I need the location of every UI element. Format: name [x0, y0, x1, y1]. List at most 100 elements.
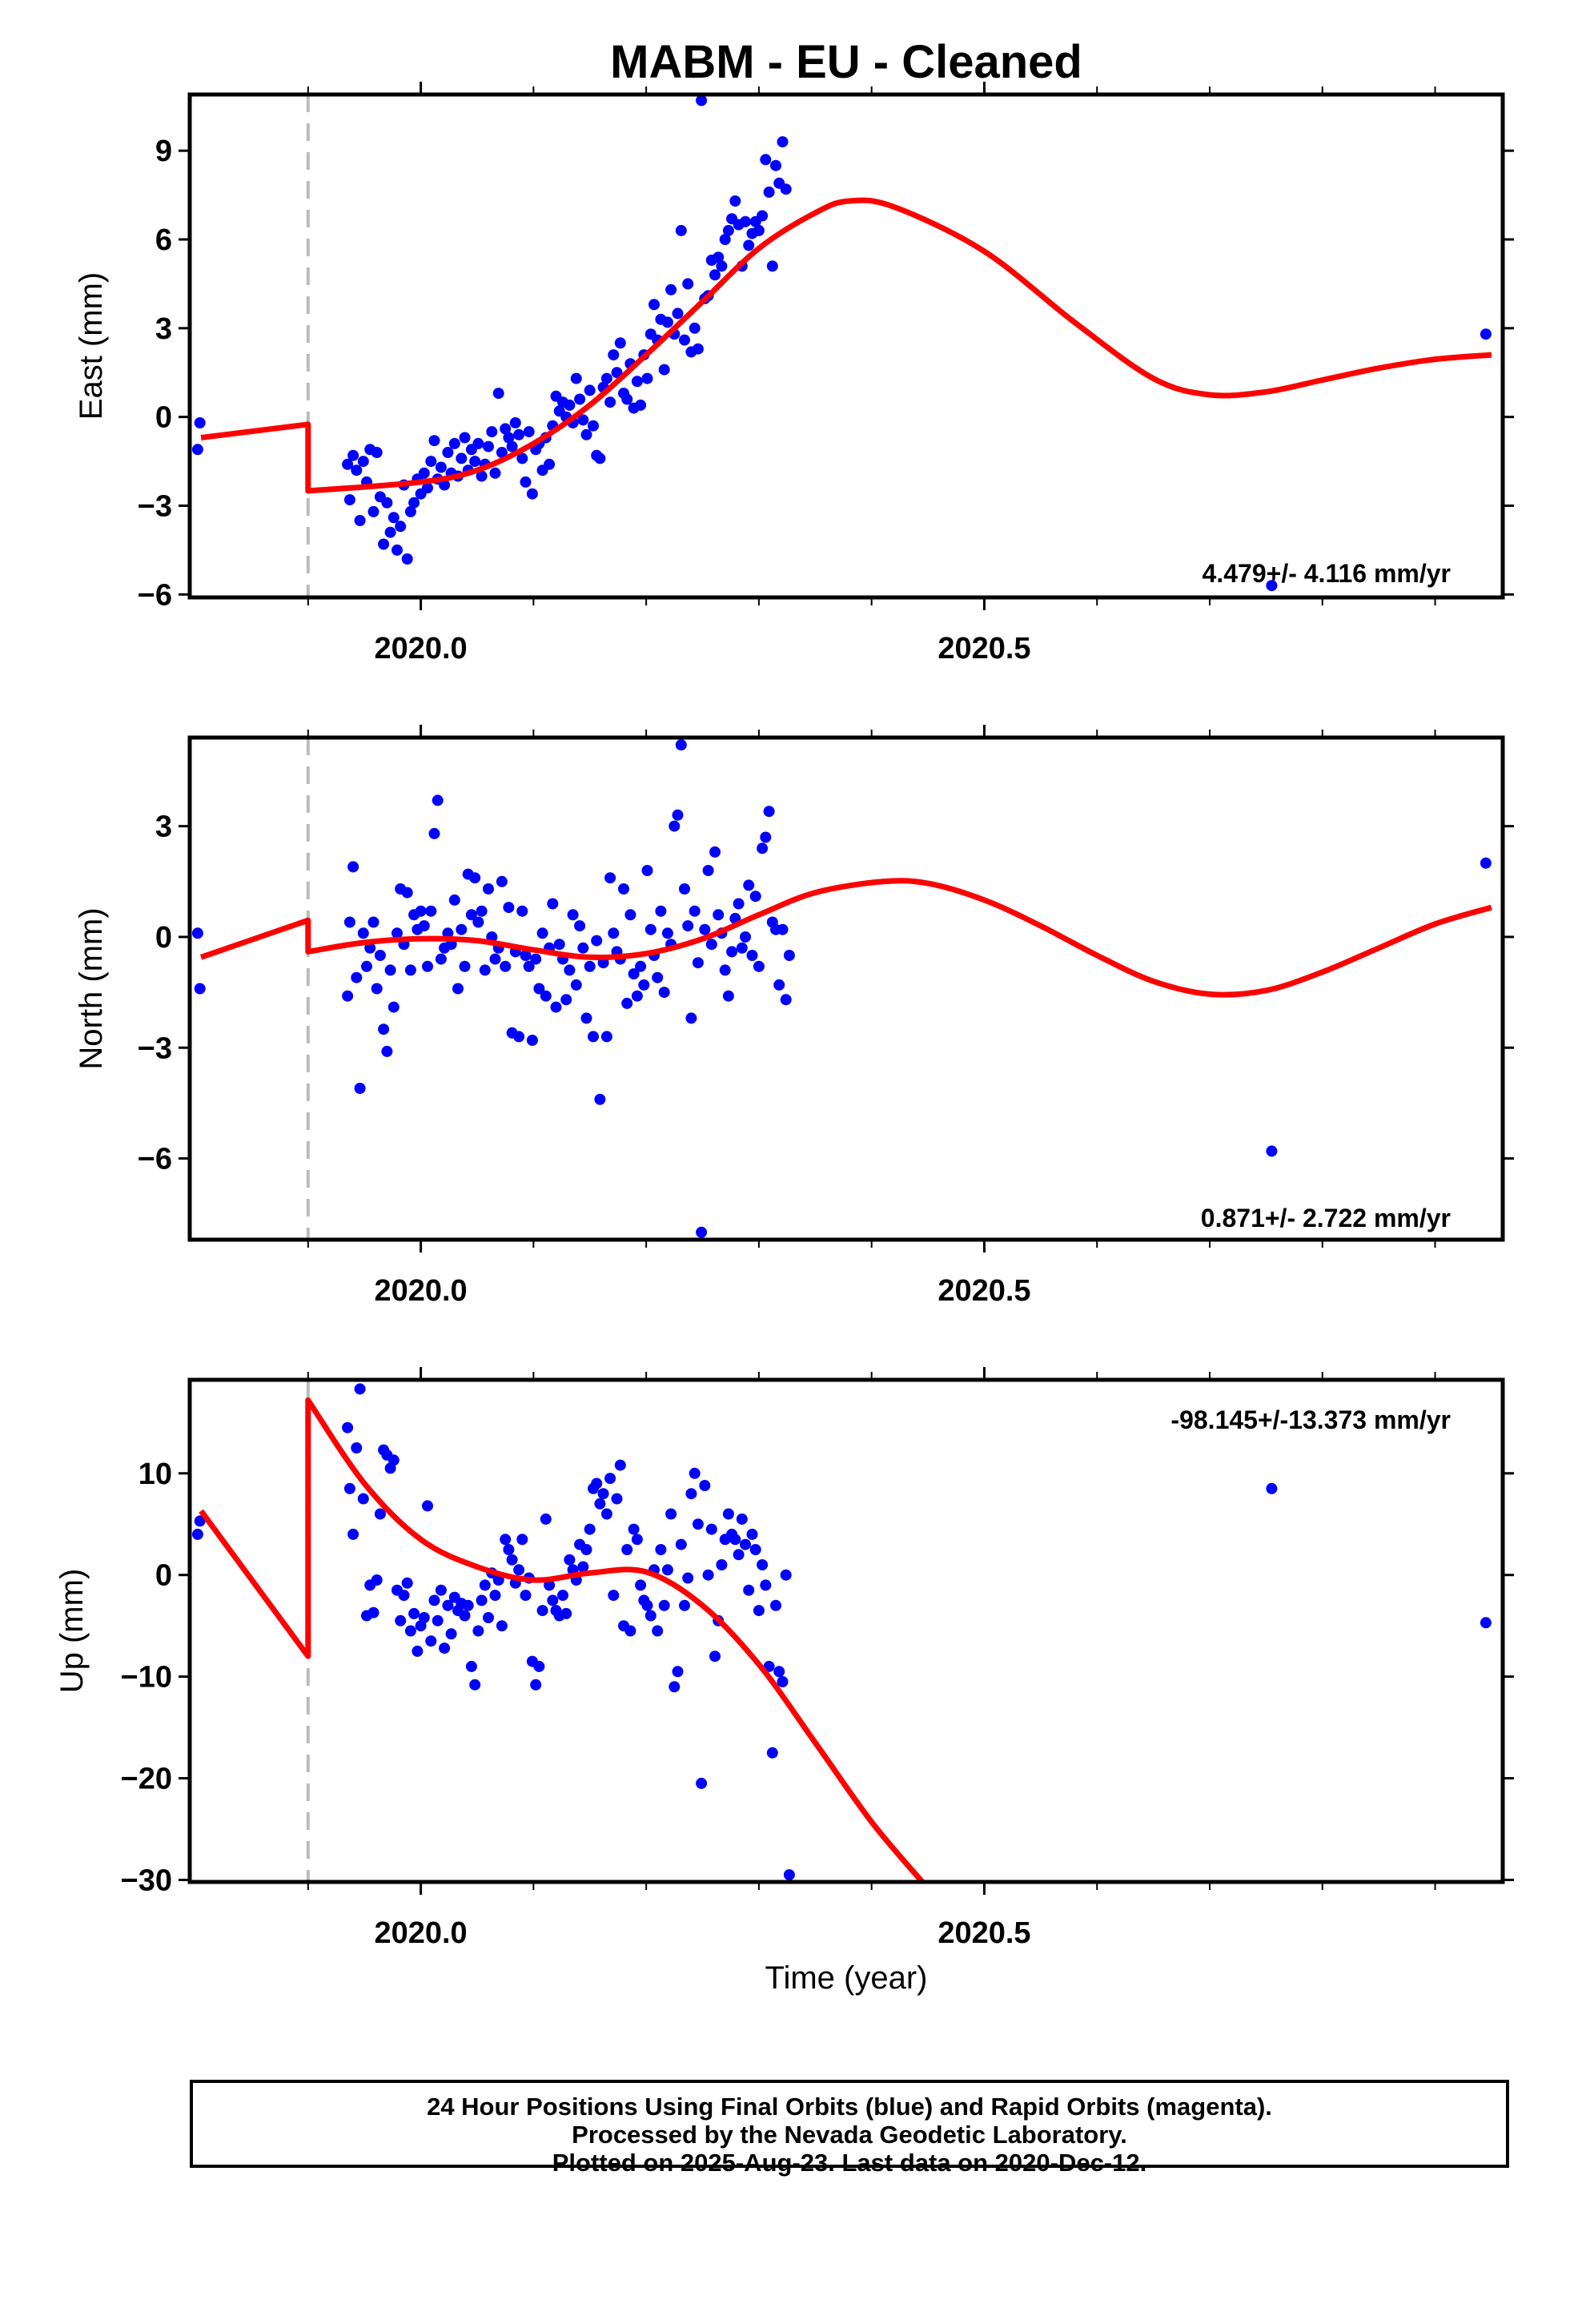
data-point — [371, 983, 383, 995]
data-point — [428, 435, 440, 447]
data-point — [740, 1538, 751, 1550]
data-point — [631, 376, 643, 388]
data-point — [621, 393, 633, 405]
data-point — [547, 1594, 559, 1606]
data-point — [472, 916, 484, 928]
data-point — [652, 1625, 664, 1637]
data-point — [469, 1679, 481, 1691]
data-point — [391, 927, 403, 939]
data-point — [479, 1579, 491, 1591]
data-point — [456, 923, 468, 935]
data-point — [520, 1590, 532, 1602]
data-point — [476, 1594, 488, 1606]
data-point — [1480, 328, 1492, 340]
data-point — [685, 1012, 697, 1024]
data-point — [716, 1559, 728, 1570]
data-point — [679, 334, 690, 346]
data-point — [722, 224, 734, 236]
data-point — [644, 1610, 656, 1622]
data-point — [516, 452, 528, 464]
data-point — [604, 1473, 616, 1485]
data-point — [425, 1635, 437, 1647]
data-point — [661, 1564, 673, 1576]
data-point — [713, 251, 725, 263]
data-point — [483, 440, 494, 452]
data-point — [354, 1383, 366, 1395]
data-point — [763, 806, 775, 818]
x-tick-label: 2020.0 — [374, 1916, 467, 1950]
data-point — [378, 538, 390, 550]
data-point — [489, 467, 501, 479]
data-point — [743, 1584, 755, 1596]
data-point — [675, 1538, 687, 1550]
data-point — [483, 883, 494, 895]
data-point — [564, 1554, 576, 1566]
data-point — [716, 260, 728, 272]
data-point — [404, 505, 416, 517]
data-point — [536, 927, 548, 939]
data-point — [500, 423, 512, 435]
data-point — [408, 497, 420, 509]
data-point — [661, 927, 673, 939]
data-point — [705, 1523, 717, 1535]
data-point — [733, 1549, 745, 1561]
data-point — [600, 1031, 612, 1043]
data-point — [516, 905, 528, 917]
data-point — [658, 364, 670, 376]
plot-frame — [187, 92, 1505, 600]
data-point — [398, 1590, 410, 1602]
data-point — [692, 1518, 704, 1530]
data-point — [597, 1488, 609, 1500]
data-point — [422, 960, 433, 972]
data-point — [621, 997, 633, 1009]
data-point — [357, 1493, 369, 1505]
data-point — [669, 1681, 681, 1693]
data-point — [367, 505, 379, 517]
data-point — [520, 950, 532, 961]
data-point — [655, 905, 667, 917]
data-point — [343, 916, 355, 928]
rate-label: 0.871+/- 2.722 mm/yr — [1201, 1204, 1451, 1232]
data-point — [614, 337, 626, 349]
data-point — [418, 920, 430, 932]
x-tick-label: 2020.5 — [938, 1916, 1030, 1950]
data-point — [618, 883, 629, 895]
data-point — [702, 865, 714, 876]
data-point — [740, 931, 751, 943]
data-point — [357, 927, 369, 939]
data-point — [428, 1594, 440, 1606]
data-point — [594, 1498, 606, 1510]
data-point — [418, 1612, 430, 1623]
data-point — [191, 1528, 203, 1540]
y-tick-label: 0 — [155, 1559, 172, 1593]
data-point — [760, 831, 772, 843]
data-point — [412, 1645, 424, 1657]
data-point — [404, 964, 416, 976]
data-point — [503, 432, 515, 444]
data-point — [600, 1508, 612, 1520]
data-point — [570, 979, 582, 991]
data-point — [679, 1599, 690, 1611]
data-point — [770, 1599, 781, 1611]
data-point — [628, 968, 640, 980]
data-point — [641, 1599, 653, 1611]
data-point — [641, 372, 653, 384]
up-panel: 2020.0 2020.5 −30 −20 −10 0 10 Up (mm) -98.145+/… — [54, 1367, 1514, 1950]
data-point — [696, 1226, 708, 1238]
data-point — [448, 894, 460, 906]
data-point — [459, 432, 471, 444]
data-point — [465, 909, 477, 921]
data-point — [547, 898, 559, 910]
data-point — [357, 456, 369, 468]
data-point — [351, 464, 363, 476]
data-point — [395, 521, 407, 533]
data-point — [489, 953, 501, 965]
data-point — [442, 927, 454, 939]
north-panel: 2020.0 2020.5 −6 −3 0 3 North (mm) 0.871+/- 2.7… — [74, 725, 1514, 1308]
data-point — [1266, 1482, 1278, 1494]
data-point — [577, 942, 589, 954]
data-point — [682, 1572, 694, 1584]
data-point — [689, 322, 701, 334]
data-point — [371, 447, 383, 458]
x-tick-label: 2020.5 — [938, 632, 1030, 665]
